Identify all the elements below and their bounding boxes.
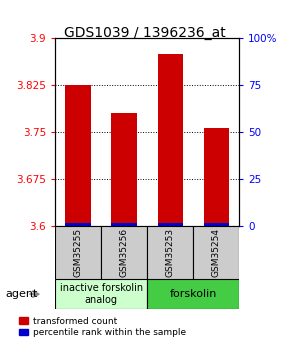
Text: GSM35256: GSM35256 <box>120 228 129 277</box>
Bar <box>55 279 147 309</box>
Bar <box>204 223 229 226</box>
Bar <box>66 223 91 226</box>
Text: forskolin: forskolin <box>170 289 217 299</box>
Bar <box>193 226 239 279</box>
Bar <box>55 226 101 279</box>
Text: agent: agent <box>6 289 38 299</box>
Bar <box>111 223 137 226</box>
Bar <box>147 226 193 279</box>
Bar <box>111 113 137 226</box>
Text: inactive forskolin
analog: inactive forskolin analog <box>59 283 143 305</box>
Text: GSM35255: GSM35255 <box>74 228 83 277</box>
Text: GDS1039 / 1396236_at: GDS1039 / 1396236_at <box>64 26 226 40</box>
Bar <box>157 223 183 226</box>
Bar <box>157 53 183 226</box>
Legend: transformed count, percentile rank within the sample: transformed count, percentile rank withi… <box>19 317 186 337</box>
Bar <box>101 226 147 279</box>
Bar <box>66 85 91 226</box>
Text: GSM35253: GSM35253 <box>166 228 175 277</box>
Bar <box>204 128 229 226</box>
Bar <box>147 279 239 309</box>
Text: GSM35254: GSM35254 <box>212 228 221 277</box>
